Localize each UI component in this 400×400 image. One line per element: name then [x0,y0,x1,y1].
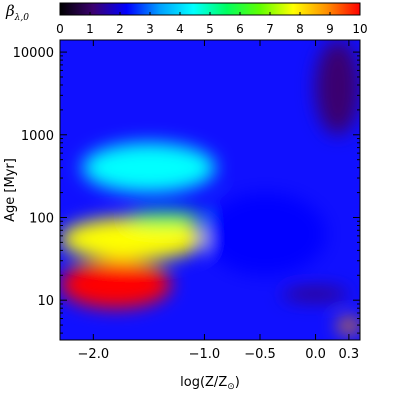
x-tick-label: −2.0 [78,347,110,362]
heatmap-region [282,288,349,301]
colorbar-strip [60,3,360,15]
y-axis-ticks: 10 100 1000 10000 [13,46,360,334]
x-tick-label: 0.0 [305,347,326,362]
heatmap-region [60,217,205,261]
x-tick-label: −0.5 [244,347,276,362]
colorbar-tick-label: 9 [326,22,334,36]
y-tick-label: 1000 [21,129,54,144]
y-tick-label: 10000 [13,46,54,61]
colorbar-tick-label: 2 [116,22,124,36]
colorbar-tick-label: 7 [266,22,274,36]
colorbar-tick-label: 10 [352,22,367,36]
x-tick-label: 0.3 [339,347,360,362]
heatmap-region [60,260,172,309]
colorbar-tick-label: 8 [296,22,304,36]
y-tick-label: 100 [29,211,54,226]
x-tick-label: −1.0 [189,347,221,362]
plot-frame [59,39,361,341]
colorbar-label: βλ,0 [5,2,29,23]
colorbar-tick-label: 0 [56,22,64,36]
y-tick-label: 10 [37,294,54,309]
x-axis-label: log(Z/Z⊙) [180,375,240,392]
colorbar-tick-label: 5 [206,22,214,36]
colorbar-tick-label: 3 [146,22,154,36]
heatmap-region [204,192,327,276]
colorbar-tick-label: 6 [236,22,244,36]
plot-area [60,40,360,340]
heatmap-region [315,40,360,135]
colorbar-ticks: 0 1 2 3 4 5 6 7 8 9 10 [56,12,368,36]
heatmap-region [337,318,360,334]
heatmap-region [126,210,205,226]
heatmap-region [82,142,216,193]
x-axis-ticks: −2.0 −1.0 −0.5 0.0 0.3 [78,40,360,362]
heatmap-regions [60,40,360,334]
colorbar-tick-label: 4 [176,22,184,36]
colorbar-tick-label: 1 [86,22,94,36]
colorbar: 0 1 2 3 4 5 6 7 8 9 10 βλ,0 [5,2,368,36]
y-axis-label: Age [Myr] [3,158,18,222]
